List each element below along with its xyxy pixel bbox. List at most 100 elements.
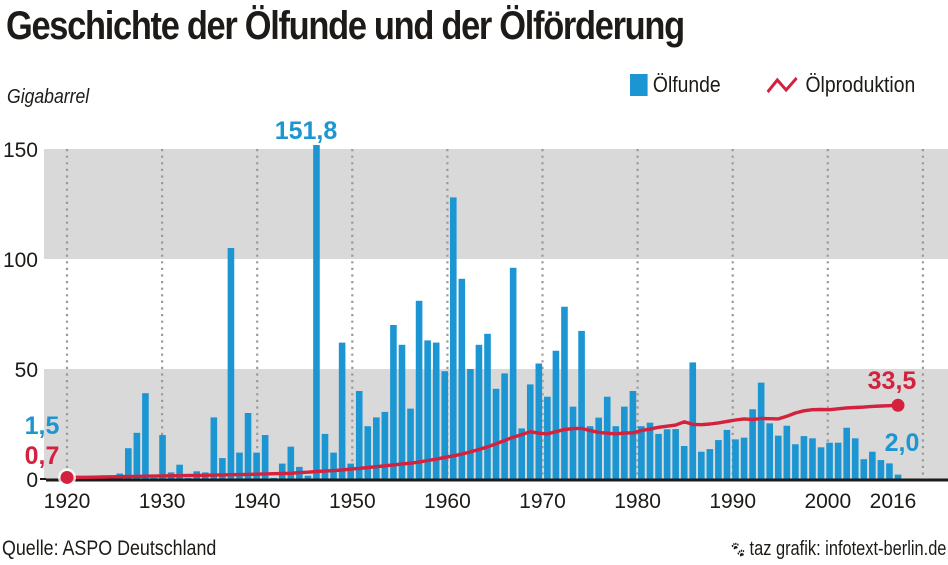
bar-1955 xyxy=(373,417,380,479)
bar-1967 xyxy=(475,344,483,479)
bar-1951 xyxy=(338,342,346,479)
bar-1956 xyxy=(381,411,389,479)
y-axis-unit-label: Gigabarrel xyxy=(7,86,90,108)
annotation-1920: 1,5 xyxy=(25,412,60,440)
x-tick-label: 1930 xyxy=(139,490,186,513)
bar-2005 xyxy=(800,436,808,479)
legend-label-oelproduktion: Ölproduktion xyxy=(805,72,916,97)
bar-1960 xyxy=(415,300,423,479)
bar-1977 xyxy=(561,306,568,479)
bar-1958 xyxy=(398,344,406,479)
bar-1983 xyxy=(612,426,620,479)
bar-1966 xyxy=(467,369,474,479)
y-tick-label: 50 xyxy=(15,359,38,382)
bar-2001 xyxy=(766,423,774,479)
bar-1974 xyxy=(535,363,543,479)
bar-2004 xyxy=(792,444,799,479)
bar-1991 xyxy=(680,446,688,479)
bar-2013 xyxy=(869,451,876,479)
bar-1975 xyxy=(544,396,551,479)
bar-1979 xyxy=(578,330,585,479)
bar-1969 xyxy=(492,388,500,479)
bar-1978 xyxy=(569,406,577,479)
annotation-2016: 2,0 xyxy=(885,429,920,457)
bar-1926 xyxy=(125,448,132,479)
bar-1937 xyxy=(219,458,226,479)
legend-item-oelproduktion: Ölproduktion xyxy=(765,72,915,98)
bar-1929 xyxy=(150,477,158,479)
bar-1950 xyxy=(330,452,337,479)
bar-1985 xyxy=(629,391,637,479)
paw-icon: 🐾︎ xyxy=(729,542,746,559)
credit-text: taz grafik: infotext-berlin.de xyxy=(749,538,946,560)
bar-1984 xyxy=(621,406,628,479)
line-series-oelproduktion xyxy=(66,403,899,480)
bar-1947 xyxy=(304,475,312,479)
x-tick-label: 1960 xyxy=(424,490,471,513)
bar-1933 xyxy=(184,477,192,479)
bar-1970 xyxy=(501,373,508,479)
line-end-markers xyxy=(58,398,905,487)
bar-2007 xyxy=(817,447,825,479)
bar-1963 xyxy=(441,371,449,479)
bar-1930 xyxy=(159,435,166,479)
bar-1976 xyxy=(552,350,560,479)
x-tick-label: 1940 xyxy=(234,490,281,513)
bar-2015 xyxy=(886,463,893,479)
bar-1981 xyxy=(595,417,602,479)
credit-note: 🐾︎ taz grafik: infotext-berlin.de xyxy=(682,538,946,561)
bar-2006 xyxy=(809,438,816,479)
bar-1995 xyxy=(715,440,722,479)
bar-1965 xyxy=(458,278,466,479)
bar-1939 xyxy=(236,452,243,479)
source-note: Quelle: ASPO Deutschland xyxy=(2,537,217,560)
bar-1952 xyxy=(347,463,354,479)
bar-1932 xyxy=(176,464,183,479)
bar-1942 xyxy=(261,435,269,479)
bar-1968 xyxy=(484,333,491,479)
bar-2009 xyxy=(834,442,842,479)
bar-2010 xyxy=(843,427,850,479)
bar-1990 xyxy=(672,429,679,479)
x-tick-label: 1970 xyxy=(519,490,566,513)
bar-series-oelfunde xyxy=(73,145,902,480)
annotation-1948: 151,8 xyxy=(275,117,338,145)
x-tick-label: 1990 xyxy=(709,490,756,513)
bar-1972 xyxy=(518,428,526,479)
bar-2003 xyxy=(783,425,791,479)
band-100-150 xyxy=(44,149,948,259)
bar-1996 xyxy=(723,429,731,479)
bar-1957 xyxy=(390,325,397,479)
bar-1988 xyxy=(655,433,662,479)
bar-1971 xyxy=(509,267,517,479)
annotation-1920: 0,7 xyxy=(25,442,60,470)
chart-title: Geschichte der Ölfunde und der Ölförderu… xyxy=(6,4,685,48)
bar-1989 xyxy=(663,429,671,479)
bar-1980 xyxy=(586,426,594,479)
legend-item-oelfunde: Ölfunde xyxy=(630,72,721,98)
x-axis-ticks: 1920 1930 1940 1950 1960 1970 1980 1990 2000 2016 xyxy=(44,490,917,513)
bar-1959 xyxy=(407,408,414,479)
bar-1928 xyxy=(142,393,149,479)
bar-1927 xyxy=(133,432,141,479)
bar-2016 xyxy=(894,474,902,479)
bar-2008 xyxy=(826,442,833,479)
bar-1997 xyxy=(732,439,739,479)
y-tick-label: 100 xyxy=(3,249,38,272)
bar-1994 xyxy=(706,449,714,479)
bar-1999 xyxy=(749,409,756,479)
bar-1992 xyxy=(689,362,697,479)
marker-1920 xyxy=(60,470,74,484)
bar-1982 xyxy=(603,396,611,479)
bar-1964 xyxy=(449,197,457,479)
x-tick-label: 2016 xyxy=(870,490,917,513)
background-bands xyxy=(44,149,948,479)
bar-1954 xyxy=(364,426,372,479)
data-annotations: 1,50,7 151,8 33,5 2,0 xyxy=(25,117,920,470)
bar-1948 xyxy=(313,145,320,480)
bar-1962 xyxy=(432,342,440,479)
annotation-2016: 33,5 xyxy=(868,367,917,395)
vertical-gridlines xyxy=(65,149,925,477)
y-tick-label: 0 xyxy=(26,469,38,492)
